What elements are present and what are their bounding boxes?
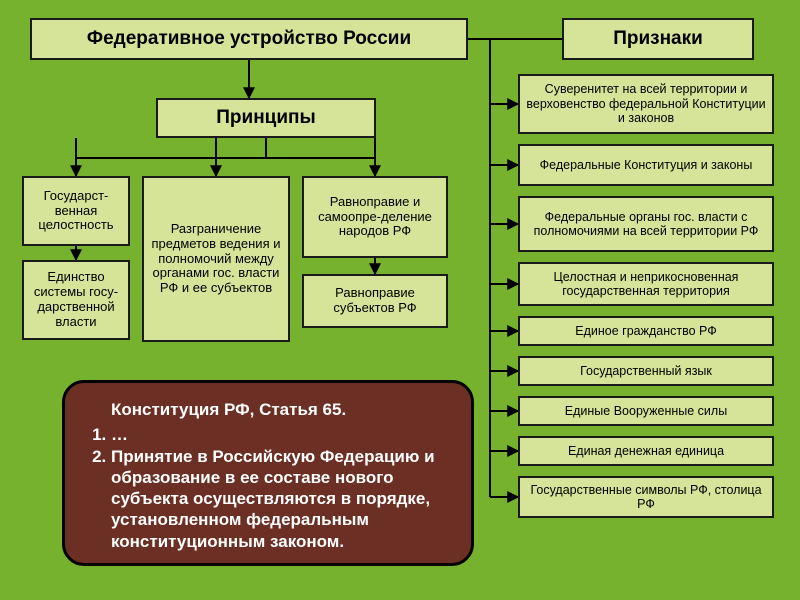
feature-sovereignty: Суверенитет на всей территории и верхове… bbox=[518, 74, 774, 134]
principles-title-box: Принципы bbox=[156, 98, 376, 138]
constitution-callout: Конституция РФ, Статья 65. … Принятие в … bbox=[62, 380, 474, 566]
principle-equality-peoples: Равноправие и самоопре-деление народов Р… bbox=[302, 176, 448, 258]
main-title-box: Федеративное устройство России bbox=[30, 18, 468, 60]
feature-citizenship: Единое гражданство РФ bbox=[518, 316, 774, 346]
callout-list: … Принятие в Российскую Федерацию и обра… bbox=[85, 424, 451, 552]
feature-symbols: Государственные символы РФ, столица РФ bbox=[518, 476, 774, 518]
feature-territory: Целостная и неприкосновенная государстве… bbox=[518, 262, 774, 306]
feature-language: Государственный язык bbox=[518, 356, 774, 386]
principle-integrity: Государст-венная целостность bbox=[22, 176, 130, 246]
feature-armed-forces: Единые Вооруженные силы bbox=[518, 396, 774, 426]
feature-constitution: Федеральные Конституция и законы bbox=[518, 144, 774, 186]
principle-delimitation: Разграничение предметов ведения и полном… bbox=[142, 176, 290, 342]
callout-title: Конституция РФ, Статья 65. bbox=[111, 399, 451, 420]
feature-currency: Единая денежная единица bbox=[518, 436, 774, 466]
features-title-box: Признаки bbox=[562, 18, 754, 60]
principle-equality-subjects: Равноправие субъектов РФ bbox=[302, 274, 448, 328]
callout-item: Принятие в Российскую Федерацию и образо… bbox=[111, 446, 451, 552]
callout-item: … bbox=[111, 424, 451, 445]
principle-unity-power: Единство системы госу-дарственной власти bbox=[22, 260, 130, 340]
feature-federal-bodies: Федеральные органы гос. власти с полномо… bbox=[518, 196, 774, 252]
